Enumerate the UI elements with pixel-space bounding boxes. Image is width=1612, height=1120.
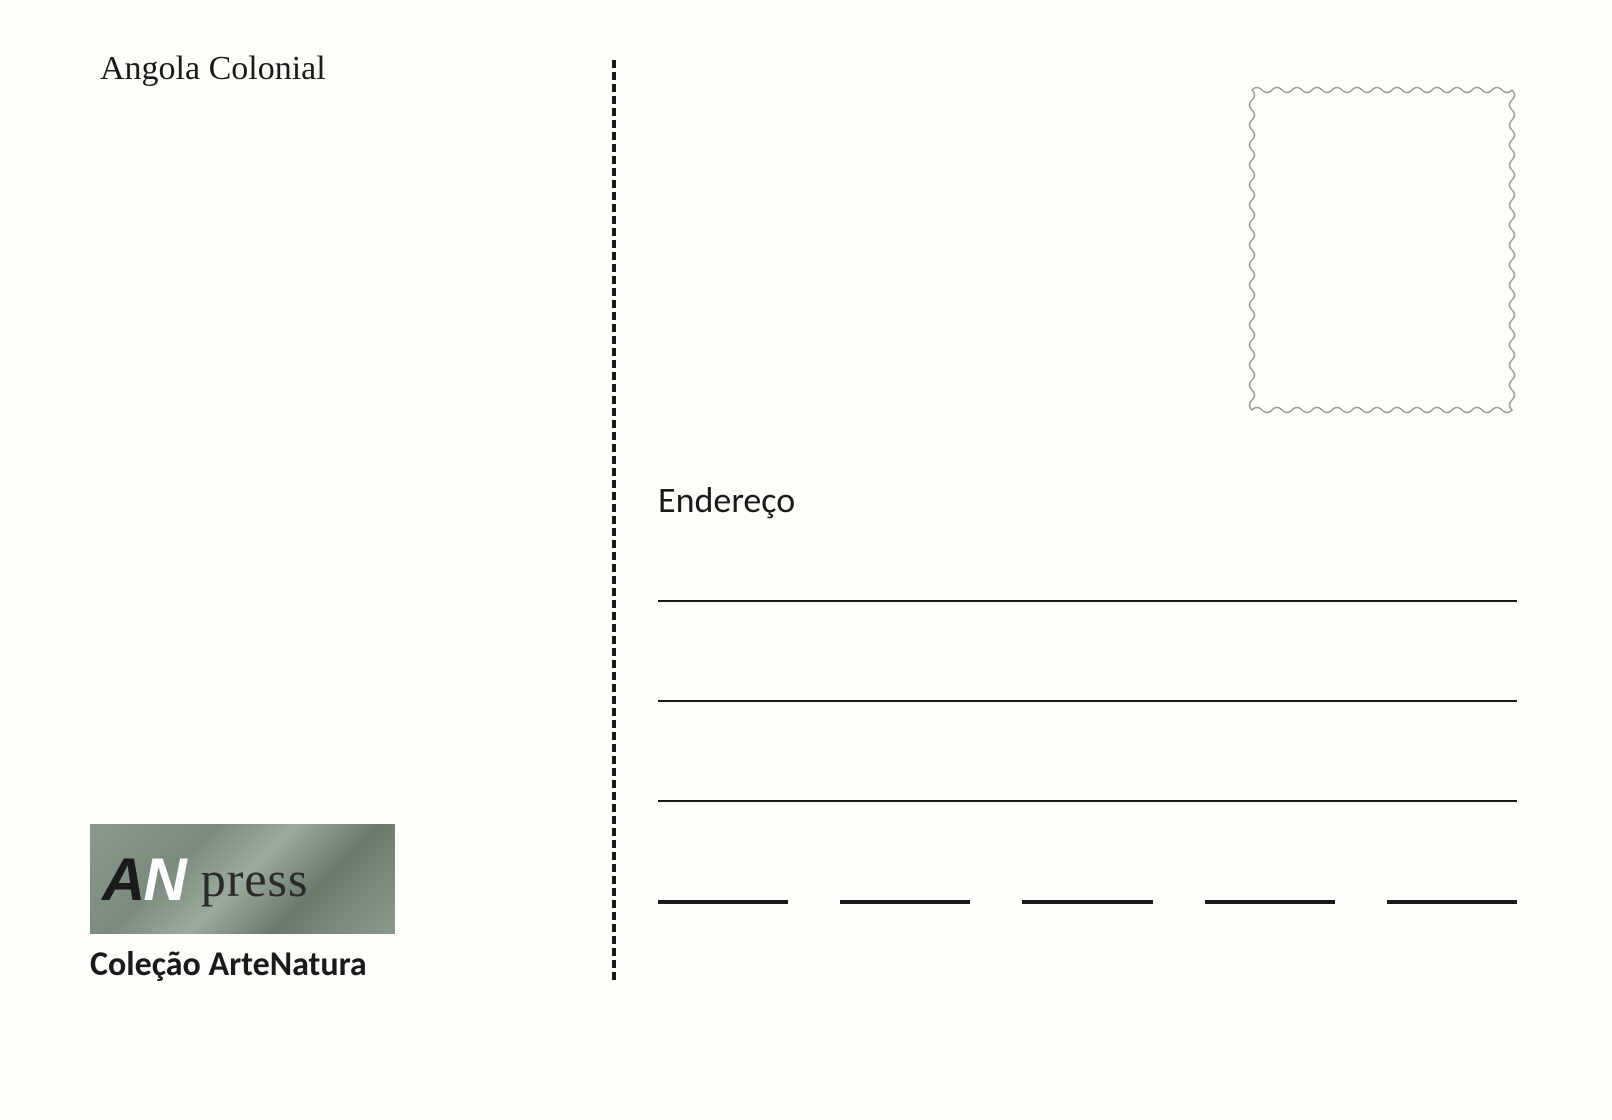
stamp-placeholder [1242, 80, 1522, 420]
postcard-back: Angola Colonial Endereço AN press Coleçã… [0, 0, 1612, 1120]
publisher-logo-block: AN press Coleção ArteNatura [90, 824, 395, 985]
logo-letter-a: A [102, 846, 143, 913]
logo-an-letters: AN [102, 845, 185, 914]
logo-letter-n: N [143, 846, 184, 913]
address-label: Endereço [658, 478, 795, 522]
address-line-2 [658, 700, 1517, 702]
address-line-3 [658, 800, 1517, 802]
stamp-perforation-border [1242, 80, 1522, 420]
address-line-1 [658, 600, 1517, 602]
an-press-logo: AN press [90, 824, 395, 934]
postcard-title: Angola Colonial [100, 50, 326, 88]
logo-word-press: press [201, 850, 309, 908]
address-lines-group [658, 600, 1517, 904]
center-divider [612, 60, 616, 980]
address-line-4-dashed [658, 900, 1517, 904]
collection-name: Coleção ArteNatura [90, 944, 395, 985]
